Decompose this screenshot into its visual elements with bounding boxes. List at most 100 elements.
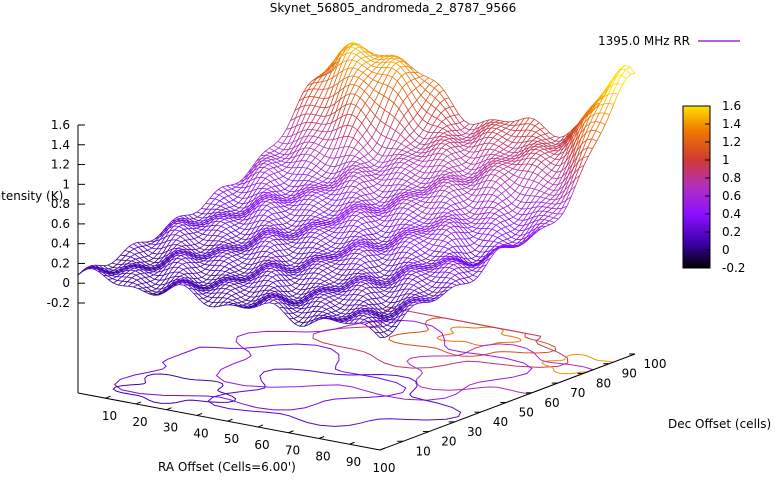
mesh-segment: [363, 319, 370, 323]
mesh-segment: [141, 241, 148, 246]
mesh-segment: [388, 88, 394, 100]
mesh-segment: [269, 302, 275, 305]
mesh-segment: [380, 230, 387, 233]
mesh-segment: [361, 285, 367, 289]
mesh-segment: [624, 65, 631, 68]
mesh-segment: [281, 239, 288, 245]
chart-title: Skynet_56805_andromeda_2_8787_9566: [270, 1, 516, 15]
mesh-segment: [305, 160, 312, 163]
mesh-segment: [330, 166, 336, 174]
mesh-segment: [498, 210, 505, 215]
mesh-segment: [145, 241, 152, 245]
mesh-segment: [347, 171, 354, 174]
mesh-segment: [192, 254, 198, 257]
mesh-segment: [448, 263, 454, 265]
mesh-segment: [264, 240, 270, 243]
mesh-segment: [286, 128, 292, 138]
mesh-segment: [196, 287, 201, 290]
mesh-segment: [110, 272, 116, 275]
mesh-segment: [373, 321, 379, 328]
mesh-segment: [183, 284, 189, 289]
mesh-segment: [495, 218, 501, 223]
mesh-segment: [450, 147, 457, 153]
mesh-segment: [345, 93, 351, 105]
mesh-segment: [353, 69, 359, 77]
mesh-segment: [238, 267, 244, 271]
mesh-segment: [214, 194, 220, 200]
mesh-segment: [309, 228, 315, 230]
mesh-segment: [127, 263, 133, 267]
mesh-segment: [405, 71, 411, 74]
mesh-segment: [164, 255, 170, 262]
mesh-segment: [390, 58, 396, 63]
mesh-segment: [221, 292, 227, 294]
mesh-segment: [239, 248, 245, 252]
mesh-segment: [463, 145, 469, 148]
mesh-segment: [507, 139, 513, 143]
mesh-segment: [178, 271, 185, 275]
mesh-segment: [334, 91, 340, 104]
mesh-segment: [332, 73, 338, 79]
mesh-segment: [185, 257, 192, 263]
mesh-segment: [416, 151, 422, 154]
mesh-segment: [230, 226, 236, 231]
mesh-segment: [375, 120, 381, 131]
mesh-segment: [184, 254, 191, 259]
mesh-segment: [221, 228, 227, 233]
mesh-segment: [361, 171, 368, 177]
mesh-segment: [321, 172, 327, 177]
mesh-segment: [316, 260, 322, 262]
mesh-segment: [364, 238, 370, 244]
mesh-segment: [176, 218, 181, 221]
mesh-segment: [323, 209, 329, 213]
mesh-segment: [517, 142, 523, 144]
mesh-segment: [349, 252, 355, 255]
mesh-segment: [326, 66, 332, 75]
mesh-segment: [118, 284, 124, 287]
mesh-segment: [376, 142, 383, 147]
mesh-segment: [285, 265, 292, 269]
mesh-segment: [287, 308, 294, 314]
mesh-segment: [293, 204, 299, 206]
mesh-segment: [427, 289, 434, 293]
mesh-segment: [148, 260, 155, 264]
mesh-segment: [341, 197, 347, 200]
mesh-segment: [301, 129, 308, 132]
mesh-segment: [279, 231, 285, 234]
mesh-segment: [178, 266, 184, 270]
mesh-segment: [156, 247, 162, 250]
mesh-segment: [170, 276, 176, 283]
mesh-segment: [265, 200, 272, 204]
mesh-segment: [354, 252, 360, 255]
mesh-segment: [428, 165, 434, 168]
mesh-segment: [355, 158, 361, 163]
mesh-segment: [290, 117, 296, 121]
mesh-segment: [484, 212, 490, 214]
mesh-segment: [308, 198, 314, 201]
mesh-segment: [143, 256, 150, 262]
mesh-segment: [323, 146, 330, 150]
mesh-segment: [295, 154, 301, 157]
mesh-segment: [290, 209, 295, 215]
mesh-segment: [373, 243, 380, 247]
mesh-segment: [369, 261, 375, 268]
mesh-segment: [334, 299, 340, 304]
mesh-segment: [541, 139, 548, 144]
mesh-segment: [457, 252, 464, 259]
mesh-segment: [168, 285, 174, 290]
mesh-segment: [454, 226, 461, 233]
mesh-segment: [443, 89, 450, 98]
mesh-segment: [307, 80, 313, 86]
mesh-segment: [160, 236, 166, 244]
mesh-segment: [252, 281, 259, 284]
mesh-segment: [310, 162, 317, 167]
mesh-segment: [514, 124, 521, 126]
mesh-segment: [121, 255, 126, 261]
mesh-segment: [353, 175, 359, 178]
mesh-segment: [256, 204, 262, 208]
mesh-segment: [301, 307, 307, 310]
mesh-segment: [407, 91, 412, 97]
mesh-segment: [213, 240, 219, 246]
mesh-segment: [197, 233, 203, 238]
mesh-segment: [169, 271, 175, 279]
